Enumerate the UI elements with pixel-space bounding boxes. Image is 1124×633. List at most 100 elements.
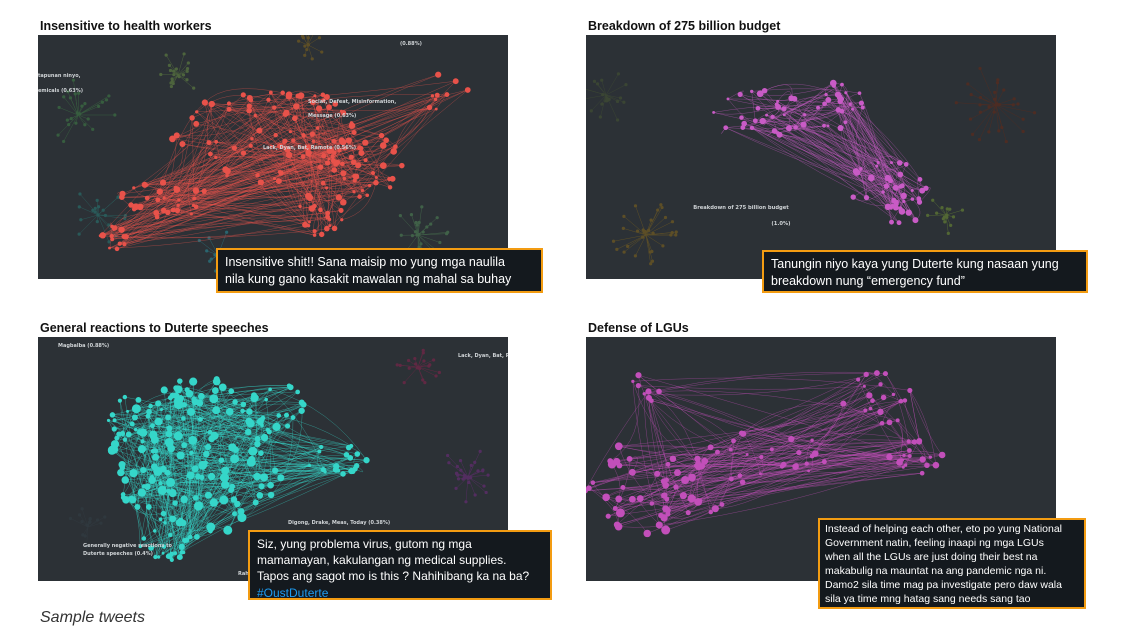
background-node	[423, 381, 427, 385]
background-edge	[97, 197, 119, 216]
background-edge	[457, 474, 469, 478]
background-node	[661, 244, 665, 248]
network-node	[219, 473, 229, 483]
network-node	[198, 460, 208, 470]
background-node	[447, 461, 451, 465]
network-edge	[141, 449, 169, 557]
network-node	[332, 150, 337, 155]
network-node	[898, 184, 903, 189]
background-edge	[627, 234, 647, 247]
background-node	[977, 138, 982, 142]
background-node	[181, 73, 186, 77]
network-node	[184, 387, 190, 393]
background-node	[171, 81, 175, 86]
network-node	[924, 462, 930, 469]
network-node	[232, 511, 237, 517]
background-edge	[605, 94, 608, 101]
network-edge	[140, 432, 172, 558]
background-edge	[645, 234, 651, 253]
network-node	[669, 455, 677, 463]
network-nodes	[98, 71, 471, 252]
cluster-label: (1.0%)	[771, 221, 790, 227]
background-edge	[995, 104, 1007, 142]
network-edge	[610, 385, 640, 462]
network-edge	[108, 420, 141, 547]
network-edge	[702, 462, 807, 467]
network-node	[399, 162, 405, 169]
background-edge	[199, 240, 219, 256]
network-edge	[657, 400, 873, 475]
hashtag-link[interactable]: #OustDuterte	[257, 585, 329, 600]
background-edge	[945, 209, 951, 216]
network-node	[615, 508, 625, 518]
network-node	[276, 413, 282, 418]
network-node	[645, 388, 652, 395]
background-node	[417, 245, 421, 249]
network-node	[278, 170, 284, 176]
network-node	[866, 392, 873, 399]
background-edge	[464, 475, 469, 478]
background-node	[462, 476, 467, 480]
network-node	[159, 407, 164, 412]
network-edge	[327, 151, 394, 214]
background-node	[415, 233, 419, 237]
network-node	[229, 483, 236, 490]
background-edge	[97, 210, 104, 216]
network-edge	[232, 441, 349, 448]
network-edge	[162, 102, 206, 183]
network-node	[212, 406, 221, 415]
background-node	[62, 139, 66, 144]
network-edge	[159, 95, 298, 192]
network-edge	[175, 173, 344, 189]
network-node	[286, 383, 292, 388]
network-edge	[174, 391, 232, 504]
network-edge	[260, 182, 309, 226]
network-node	[889, 219, 894, 225]
background-node	[169, 81, 173, 85]
background-edge	[94, 211, 99, 216]
background-node	[931, 198, 935, 202]
network-node	[125, 431, 132, 438]
background-edge	[623, 228, 647, 236]
network-graph-budget: Breakdown of 275 billion budget (1.0%)	[586, 35, 1056, 279]
network-node	[258, 483, 265, 490]
cluster-label: Magbalba (0.88%)	[58, 343, 109, 349]
network-node	[311, 139, 316, 144]
network-node	[174, 385, 183, 394]
network-edge	[179, 390, 216, 558]
network-node	[195, 110, 199, 114]
network-node	[719, 502, 725, 507]
network-edge	[191, 451, 320, 454]
background-edge	[944, 214, 947, 222]
network-node	[120, 492, 126, 497]
background-node	[77, 91, 81, 95]
network-node	[712, 110, 716, 114]
network-node	[360, 188, 365, 193]
network-node	[179, 140, 186, 148]
background-edge	[467, 462, 475, 478]
background-edge	[404, 366, 419, 383]
background-node	[320, 50, 324, 54]
network-node	[194, 533, 200, 540]
background-node	[116, 195, 120, 199]
background-edge	[77, 113, 80, 116]
network-node	[131, 206, 137, 212]
background-edge	[77, 103, 86, 116]
background-node	[432, 358, 436, 362]
background-node	[466, 476, 470, 480]
background-edge	[97, 206, 99, 216]
network-node	[891, 197, 897, 204]
network-node	[309, 131, 316, 137]
background-node	[1021, 129, 1025, 134]
background-edge	[645, 234, 653, 262]
network-node	[154, 417, 163, 426]
network-edge	[334, 94, 448, 154]
background-node	[69, 117, 73, 121]
network-edge	[663, 454, 748, 482]
background-node	[96, 104, 101, 109]
background-node	[473, 493, 477, 497]
background-edge	[645, 207, 663, 236]
background-node	[650, 259, 655, 263]
network-edge	[588, 487, 648, 534]
network-node	[199, 474, 205, 481]
